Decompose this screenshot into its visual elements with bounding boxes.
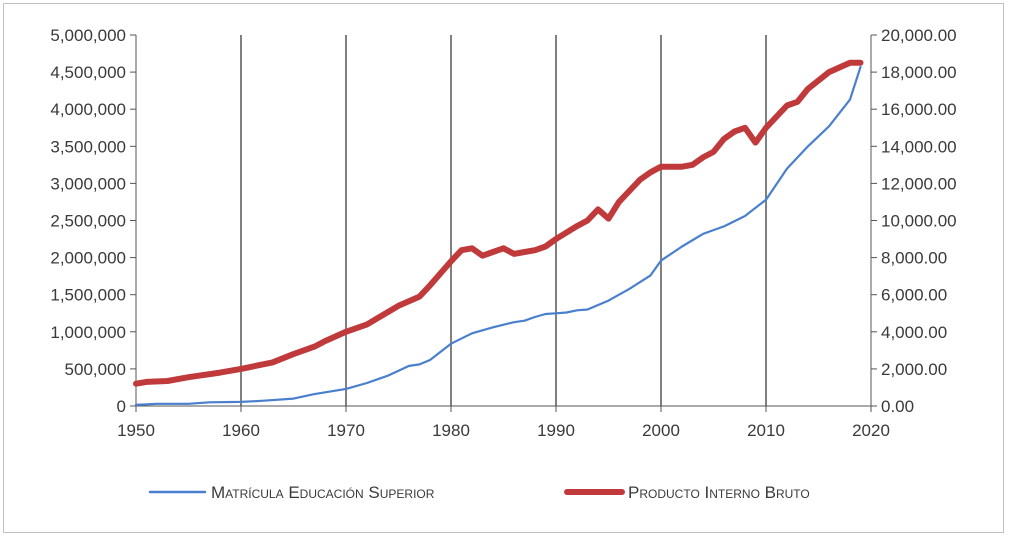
y-left-tick-label: 2,000,000	[50, 249, 126, 268]
series-line-matricula	[134, 65, 862, 406]
x-tick-label: 2010	[747, 421, 785, 440]
y-right-tick-label: 18,000.00	[881, 63, 957, 82]
y-right-tick-label: 16,000.00	[881, 100, 957, 119]
legend-label-pib: Producto Interno Bruto	[628, 483, 810, 502]
y-left-tick-label: 1,000,000	[50, 323, 126, 342]
y-right-tick-label: 14,000.00	[881, 137, 957, 156]
y-right-tick-label: 0.00	[881, 397, 914, 416]
y-right-tick-label: 10,000.00	[881, 212, 957, 231]
y-left-tick-label: 500,000	[65, 360, 126, 379]
y-right-tick-label: 12,000.00	[881, 174, 957, 193]
series-lines	[133, 59, 864, 406]
x-tick-label: 1960	[222, 421, 260, 440]
y-left-tick-label: 0	[117, 397, 126, 416]
x-axis-ticks: 1950 1960 1970 1980 1990 2000 2010 2020	[117, 406, 890, 440]
x-tick-label: 1980	[432, 421, 470, 440]
x-tick-label: 1950	[117, 421, 155, 440]
x-tick-label: 2020	[852, 421, 890, 440]
legend-label-matricula: Matrícula Educación Superior	[211, 483, 435, 502]
x-tick-label: 1990	[537, 421, 575, 440]
grid-lines	[240, 35, 767, 406]
axes	[135, 35, 872, 407]
y-axis-left-ticks: 0 500,000 1,000,000 1,500,000 2,000,000 2,500…	[50, 26, 136, 416]
y-right-tick-label: 20,000.00	[881, 26, 957, 45]
y-right-tick-label: 8,000.00	[881, 249, 947, 268]
y-left-tick-label: 3,500,000	[50, 137, 126, 156]
y-right-tick-label: 4,000.00	[881, 323, 947, 342]
y-right-tick-label: 2,000.00	[881, 360, 947, 379]
y-left-tick-label: 4,500,000	[50, 63, 126, 82]
y-right-tick-label: 6,000.00	[881, 286, 947, 305]
chart-frame	[3, 3, 1004, 533]
y-left-tick-label: 4,000,000	[50, 100, 126, 119]
y-left-tick-label: 1,500,000	[50, 286, 126, 305]
y-left-tick-label: 5,000,000	[50, 26, 126, 45]
y-left-tick-label: 3,000,000	[50, 174, 126, 193]
series-line-pib	[133, 59, 864, 387]
y-axis-right-ticks: 0.00 2,000.00 4,000.00 6,000.00 8,000.00 10,0…	[871, 26, 957, 416]
y-left-tick-label: 2,500,000	[50, 212, 126, 231]
x-tick-label: 1970	[327, 421, 365, 440]
legend: Matrícula Educación Superior Producto In…	[148, 483, 810, 502]
x-tick-label: 2000	[642, 421, 680, 440]
